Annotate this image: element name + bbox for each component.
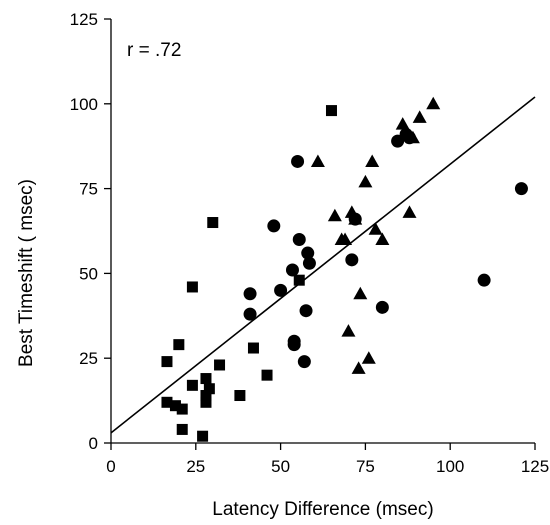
square-point <box>207 217 219 229</box>
triangle-point <box>334 232 349 245</box>
circle-point <box>267 219 281 233</box>
y-tick-label: 100 <box>70 95 98 114</box>
square-point <box>247 342 259 354</box>
triangle-point <box>361 351 376 364</box>
square-point <box>169 400 181 412</box>
triangle-point <box>341 324 356 337</box>
circle-point <box>375 300 389 314</box>
triangle-point <box>402 205 417 218</box>
axis-ticks: 0 25 50 75 100 125 0 25 50 75 100 125 <box>70 10 550 476</box>
triangle-point <box>412 110 427 123</box>
square-point <box>234 390 246 402</box>
circle-point <box>243 307 257 321</box>
circle-point <box>291 154 305 168</box>
triangle-point <box>353 286 368 300</box>
triangle-point <box>368 222 383 235</box>
x-tick-label: 100 <box>436 457 464 476</box>
square-point <box>161 396 173 408</box>
x-tick-label: 25 <box>186 457 205 476</box>
square-point <box>186 281 198 293</box>
y-axis-title: Best Timeshift ( msec) <box>16 179 37 367</box>
x-tick-label: 50 <box>271 457 290 476</box>
y-tick-label: 125 <box>70 10 98 29</box>
square-point <box>200 390 212 402</box>
regression-line <box>110 96 536 434</box>
square-point <box>214 359 226 371</box>
circle-point <box>301 246 315 260</box>
triangle-point <box>365 154 380 167</box>
x-axis-title: Latency Difference (msec) <box>212 499 433 520</box>
circle-point <box>285 263 299 277</box>
square-point <box>186 379 198 391</box>
circle-point <box>514 182 528 196</box>
correlation-annotation: r = .72 <box>127 40 181 61</box>
square-point <box>200 373 212 385</box>
triangle-point <box>348 212 363 225</box>
data-points <box>161 96 528 442</box>
square-point <box>176 403 188 415</box>
circle-point <box>274 283 288 297</box>
circle-point <box>287 338 301 352</box>
square-point <box>200 396 212 408</box>
square-point <box>176 423 188 435</box>
square-point <box>197 430 209 442</box>
x-tick-label: 75 <box>356 457 375 476</box>
x-tick-label: 0 <box>106 457 115 476</box>
circle-point <box>299 304 313 318</box>
axes <box>110 19 535 444</box>
triangle-point <box>310 154 325 167</box>
triangle-point <box>426 96 441 110</box>
y-tick-label: 0 <box>89 434 98 453</box>
circle-point <box>302 256 316 270</box>
triangle-point <box>405 130 420 144</box>
triangle-point <box>375 232 390 245</box>
y-tick-label: 75 <box>79 180 98 199</box>
square-point <box>161 356 173 368</box>
square-point <box>173 339 185 351</box>
circle-point <box>477 273 491 287</box>
regression-line-group <box>110 96 536 434</box>
square-point <box>261 369 273 381</box>
square-point <box>325 105 337 117</box>
y-tick-label: 25 <box>79 349 98 368</box>
y-tick-label: 50 <box>79 264 98 283</box>
triangle-point <box>351 361 366 374</box>
circle-point <box>292 232 306 246</box>
circle-point <box>345 253 359 267</box>
x-tick-label: 125 <box>521 457 549 476</box>
square-point <box>293 274 305 286</box>
triangle-point <box>327 208 342 222</box>
circle-point <box>297 355 311 369</box>
circle-point <box>243 287 257 301</box>
square-point <box>203 383 215 395</box>
triangle-point <box>395 117 410 130</box>
triangle-point <box>358 174 373 188</box>
